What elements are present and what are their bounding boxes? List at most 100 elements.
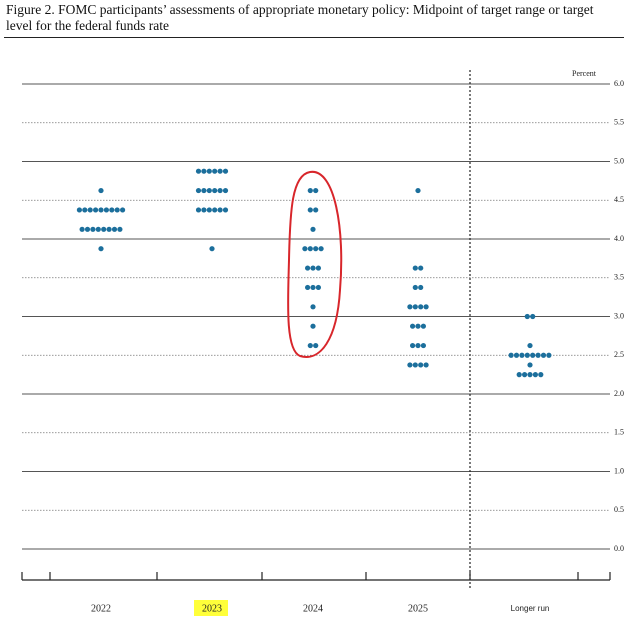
dot (508, 352, 514, 358)
dot (513, 352, 520, 358)
dot (423, 304, 429, 310)
dot (101, 226, 107, 232)
dot (195, 187, 202, 194)
x-tick-label: 2024 (303, 603, 323, 614)
dot (114, 207, 120, 213)
dot (530, 313, 536, 320)
dot (516, 372, 522, 378)
dot (206, 207, 212, 213)
dot (310, 265, 316, 271)
dot (418, 304, 424, 310)
dot (307, 187, 313, 194)
dot (206, 168, 212, 174)
dot (522, 372, 528, 378)
y-tick-label: 6.0 (614, 79, 624, 88)
dot (313, 187, 319, 194)
dot (407, 362, 413, 368)
y-tick-label: 5.0 (614, 156, 624, 165)
y-tick-label: 5.5 (614, 118, 624, 127)
dot (217, 207, 223, 213)
y-tick-label: 3.5 (614, 273, 624, 282)
dot (415, 323, 421, 329)
dot (87, 207, 93, 213)
dot (109, 207, 115, 213)
dot (217, 168, 223, 174)
dot (76, 207, 82, 213)
dot (103, 207, 109, 213)
x-tick-label: 2025 (408, 603, 428, 614)
y-axis-label: Percent (572, 69, 597, 78)
dot (212, 168, 218, 174)
dot (98, 246, 104, 252)
dot (95, 226, 101, 232)
dot (212, 207, 218, 213)
dot (222, 187, 229, 194)
dot (120, 207, 126, 213)
dot (527, 372, 533, 378)
dot (310, 323, 316, 329)
dot (412, 284, 418, 291)
dot (313, 207, 319, 213)
x-tick-label: Longer run (511, 604, 550, 613)
x-tick-label: 2022 (91, 603, 111, 614)
dot (310, 284, 316, 291)
y-tick-label: 4.5 (614, 195, 624, 204)
dot (546, 352, 552, 358)
dot (307, 342, 313, 349)
dot (423, 362, 429, 368)
dot (527, 362, 533, 368)
y-tick-label: 2.5 (614, 350, 624, 359)
dot (407, 304, 413, 310)
dot (206, 187, 212, 194)
dot (310, 304, 316, 310)
chart-title: Figure 2. FOMC participants’ assessments… (6, 2, 594, 33)
dot (79, 226, 85, 232)
dot (420, 323, 426, 329)
dot (524, 313, 530, 320)
dot (195, 207, 202, 213)
dot (222, 168, 229, 174)
dot (318, 246, 324, 252)
dot (82, 207, 88, 213)
dot (535, 352, 541, 358)
dot (93, 207, 99, 213)
dot (410, 323, 416, 329)
dot (527, 342, 533, 349)
dot (209, 246, 215, 252)
dot (532, 372, 539, 378)
dot (212, 187, 218, 194)
highlight (194, 600, 228, 616)
dot (313, 246, 319, 252)
dot (217, 187, 223, 194)
dot (222, 207, 229, 213)
dot (313, 342, 319, 349)
y-tick-label: 0.5 (614, 505, 624, 514)
dot (201, 168, 207, 174)
dot (195, 168, 202, 174)
dot (418, 265, 424, 271)
y-tick-label: 0.0 (614, 544, 624, 553)
dot (524, 352, 530, 358)
dot (415, 342, 421, 349)
dot (106, 226, 112, 232)
dot (111, 226, 118, 232)
dot (302, 246, 308, 252)
dot (310, 226, 316, 232)
dot (98, 187, 104, 194)
dot (540, 352, 547, 358)
dot (307, 246, 313, 252)
dot (98, 207, 104, 213)
dot (418, 362, 424, 368)
y-tick-label: 2.0 (614, 389, 624, 398)
dot (201, 207, 207, 213)
x-tick-label: 2023 (202, 603, 222, 614)
dot (305, 265, 311, 271)
dot (538, 372, 544, 378)
dot (420, 342, 426, 349)
annotation-circle (287, 170, 343, 358)
dot (117, 226, 123, 232)
y-tick-label: 4.0 (614, 234, 624, 243)
dot (412, 304, 418, 310)
